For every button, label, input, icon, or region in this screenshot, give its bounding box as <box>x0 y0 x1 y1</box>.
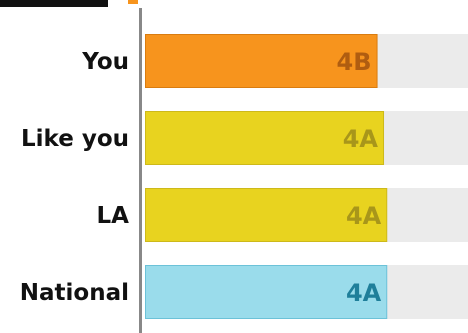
category-label: LA <box>97 203 130 229</box>
bar-value-label: 4A <box>346 279 382 307</box>
bar-value-label: 4A <box>346 202 382 230</box>
bar-value-label: 4B <box>337 48 372 76</box>
category-label: You <box>81 49 129 75</box>
category-label: Like you <box>21 126 129 152</box>
bar <box>145 265 388 319</box>
bar-value-label: 4A <box>343 125 379 153</box>
category-label: National <box>20 280 129 306</box>
cut-off-title <box>0 0 138 7</box>
bar <box>145 188 388 242</box>
bar <box>145 111 385 165</box>
bar <box>145 34 378 88</box>
